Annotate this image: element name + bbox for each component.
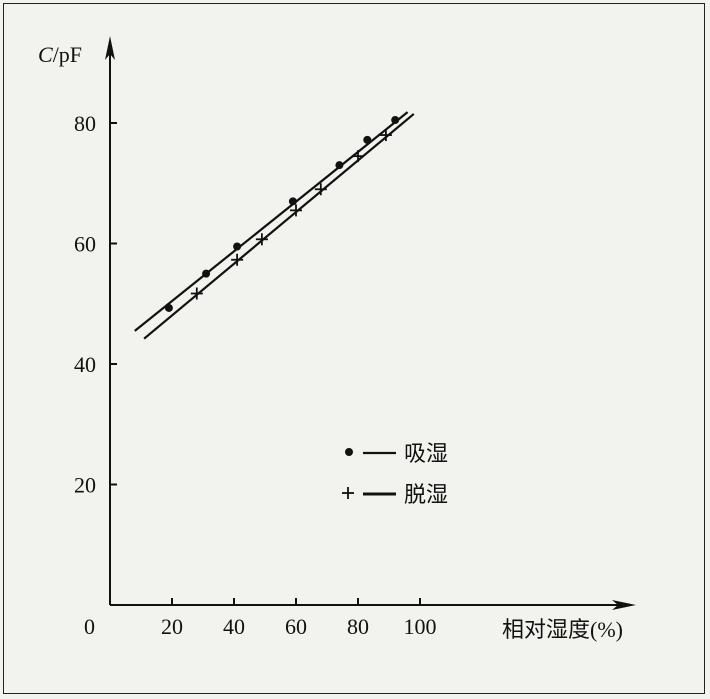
x-tick-label: 80	[347, 614, 369, 639]
absorption-point	[164, 303, 173, 312]
fit-line-desorption	[143, 113, 415, 340]
absorption-point	[202, 269, 211, 278]
absorption-point	[288, 197, 297, 206]
y-axis-title-unit: /pF	[53, 42, 82, 67]
x-tick-label: 60	[285, 614, 307, 639]
desorption-point	[379, 129, 392, 142]
x-tick-label: 100	[404, 614, 437, 639]
fit-line-absorption	[134, 111, 409, 332]
y-tick-label: 40	[74, 352, 96, 377]
legend-entry: 吸湿	[345, 442, 448, 467]
y-axis-title-variable: C	[38, 42, 53, 67]
desorption-point	[314, 183, 327, 196]
x-axis-arrow	[612, 600, 636, 610]
desorption-point	[290, 204, 302, 217]
y-axis-arrow	[105, 36, 115, 60]
y-tick-label: 20	[74, 473, 96, 498]
tick-group: 20 40 60 80 100 20 40 60 80	[74, 111, 437, 639]
desorption-point	[190, 287, 203, 300]
absorption-point	[363, 135, 372, 144]
x-tick-label: 40	[223, 614, 245, 639]
origin-label: 0	[84, 614, 95, 639]
desorption-point	[231, 253, 244, 266]
absorption-point	[335, 161, 344, 170]
y-tick-label: 80	[74, 111, 96, 136]
legend-marker-dot	[345, 448, 353, 456]
desorption-point	[255, 233, 268, 246]
absorption-point	[391, 115, 400, 124]
absorption-point	[233, 242, 242, 251]
legend-entry: 脱湿	[342, 483, 448, 508]
figure-frame	[3, 3, 705, 694]
legend-label: 吸湿	[404, 442, 448, 467]
axes	[105, 36, 636, 610]
y-axis-title: C/pF	[38, 42, 82, 67]
y-tick-label: 60	[74, 232, 96, 257]
fit-lines	[134, 111, 415, 340]
legend-marker-plus	[342, 487, 354, 499]
legend-label: 脱湿	[404, 483, 448, 508]
desorption-point	[352, 150, 364, 163]
x-tick-label: 20	[161, 614, 183, 639]
data-points	[164, 115, 400, 312]
x-axis-title: 相对湿度(%)	[502, 617, 623, 642]
